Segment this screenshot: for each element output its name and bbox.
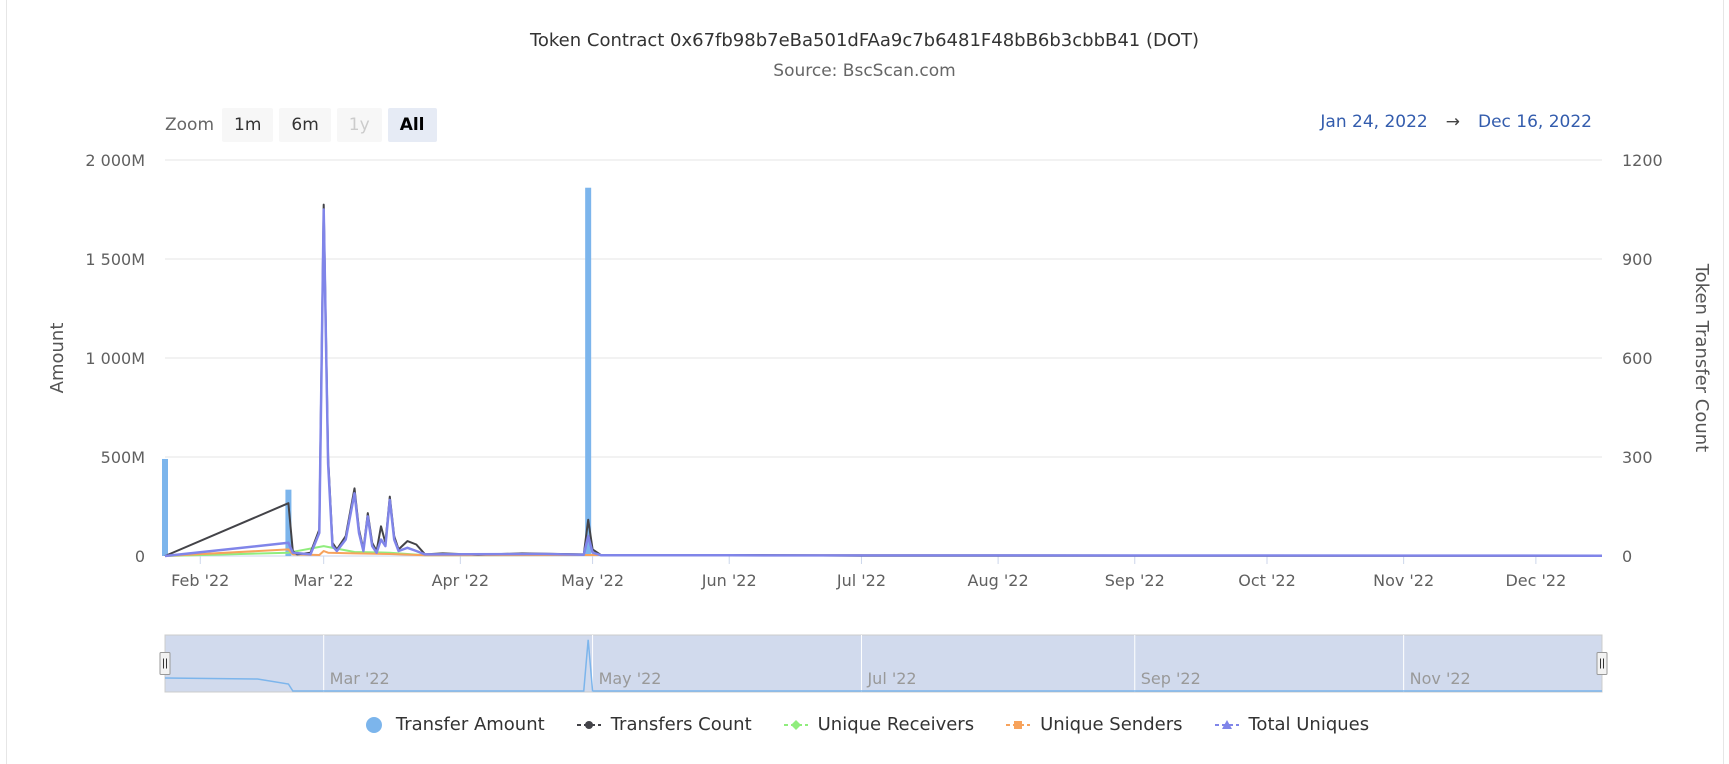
- legend-label: Unique Senders: [1040, 714, 1183, 735]
- y-right-tick-label: 600: [1622, 349, 1653, 368]
- y-right-tick-label: 900: [1622, 250, 1653, 269]
- transfer-amount-bar: [285, 489, 292, 556]
- legend-line-triangle-icon: [1214, 719, 1239, 729]
- legend-line-diamond-icon: [783, 719, 808, 730]
- y-right-tick-label: 300: [1622, 448, 1653, 467]
- handle-body: [1596, 652, 1608, 675]
- zoom-1m-button[interactable]: 1m: [222, 108, 274, 142]
- legend-line-circle-icon: [576, 720, 601, 729]
- x-tick-label: Jun '22: [701, 571, 757, 590]
- x-tick-label: May '22: [561, 571, 624, 590]
- transfer-amount-bar: [585, 187, 592, 556]
- total-uniques-line: [164, 208, 1603, 558]
- legend-label: Transfer Amount: [395, 714, 545, 735]
- legend-item-unique-senders[interactable]: Unique Senders: [1004, 714, 1183, 735]
- y-axis-left: 0 500M 1 000M 1 500M 2 000M: [85, 151, 145, 566]
- x-tick-label: Dec '22: [1505, 571, 1566, 590]
- navigator-right-handle[interactable]: [1596, 652, 1608, 675]
- legend: Transfer Amount Transfers Count Unique R…: [0, 714, 1729, 735]
- range-to-input[interactable]: Dec 16, 2022: [1477, 112, 1592, 132]
- grid-lines: [165, 159, 1602, 557]
- navigator-tick-label: Jul '22: [866, 669, 916, 688]
- date-range: Jan 24, 2022 → Dec 16, 2022: [1320, 112, 1592, 132]
- y-right-tick-label: 1200: [1622, 151, 1663, 170]
- y-right-tick-label: 0: [1622, 547, 1632, 566]
- legend-item-transfers-count[interactable]: Transfers Count: [575, 714, 752, 735]
- x-tick-label: Mar '22: [294, 571, 354, 590]
- line-series: [164, 203, 1603, 558]
- x-tick-label: Aug '22: [968, 571, 1029, 590]
- navigator[interactable]: Mar '22 May '22 Jul '22 Sep '22 Nov '22: [159, 634, 1608, 693]
- zoom-all-button[interactable]: All: [387, 108, 437, 142]
- legend-circle-icon: [365, 716, 382, 733]
- transfer-amount-series: [162, 187, 592, 556]
- navigator-tick-label: Mar '22: [330, 669, 390, 688]
- y-left-tick-label: 1 000M: [85, 349, 145, 368]
- navigator-mask: [164, 634, 1603, 693]
- x-tick-label: Apr '22: [432, 571, 490, 590]
- x-tick-label: Oct '22: [1238, 571, 1296, 590]
- y-axis-right: 0 300 600 900 1200: [1622, 151, 1663, 566]
- navigator-series-line: [164, 639, 1602, 692]
- zoom-1y-button[interactable]: 1y: [336, 108, 382, 142]
- handle-body: [159, 652, 171, 675]
- chart-container: [6, 0, 1724, 764]
- chart-subtitle: Source: BscScan.com: [773, 61, 956, 81]
- legend-line-square-icon: [1006, 720, 1031, 729]
- legend-item-unique-receivers[interactable]: Unique Receivers: [782, 714, 974, 735]
- y-left-tick-label: 0: [135, 547, 145, 566]
- transfer-amount-bar: [162, 458, 168, 556]
- legend-label: Unique Receivers: [817, 714, 975, 735]
- legend-label: Total Uniques: [1248, 714, 1370, 735]
- y-axis-left-title: Amount: [47, 323, 68, 394]
- x-tick-label: Sep '22: [1105, 571, 1165, 590]
- zoom-6m-button[interactable]: 6m: [279, 108, 331, 142]
- x-axis: Feb '22 Mar '22 Apr '22 May '22 Jun '22 Jul '…: [171, 556, 1566, 590]
- zoom-label: Zoom: [165, 115, 215, 135]
- legend-label: Transfers Count: [610, 714, 752, 735]
- range-arrow: →: [1445, 112, 1460, 132]
- x-tick-label: Jul '22: [836, 571, 886, 590]
- chart-title: Token Contract 0x67fb98b7eBa501dFAa9c7b6…: [529, 30, 1200, 51]
- y-axis-right-title: Token Transfer Count: [1691, 263, 1712, 453]
- navigator-tick-label: Sep '22: [1141, 669, 1201, 688]
- y-left-tick-label: 500M: [101, 448, 145, 467]
- legend-item-total-uniques[interactable]: Total Uniques: [1213, 714, 1370, 735]
- transfers-count-line: [164, 203, 1602, 557]
- navigator-tick-label: May '22: [599, 669, 662, 688]
- x-tick-label: Feb '22: [171, 571, 229, 590]
- navigator-left-handle[interactable]: [159, 652, 171, 675]
- zoom-selector: Zoom 1m 6m 1y All: [165, 108, 443, 142]
- legend-item-transfer-amount[interactable]: Transfer Amount: [360, 714, 545, 735]
- x-tick-label: Nov '22: [1373, 571, 1434, 590]
- y-left-tick-label: 1 500M: [85, 250, 145, 269]
- y-left-tick-label: 2 000M: [85, 151, 145, 170]
- range-from-input[interactable]: Jan 24, 2022: [1320, 112, 1428, 132]
- navigator-tick-label: Nov '22: [1410, 669, 1471, 688]
